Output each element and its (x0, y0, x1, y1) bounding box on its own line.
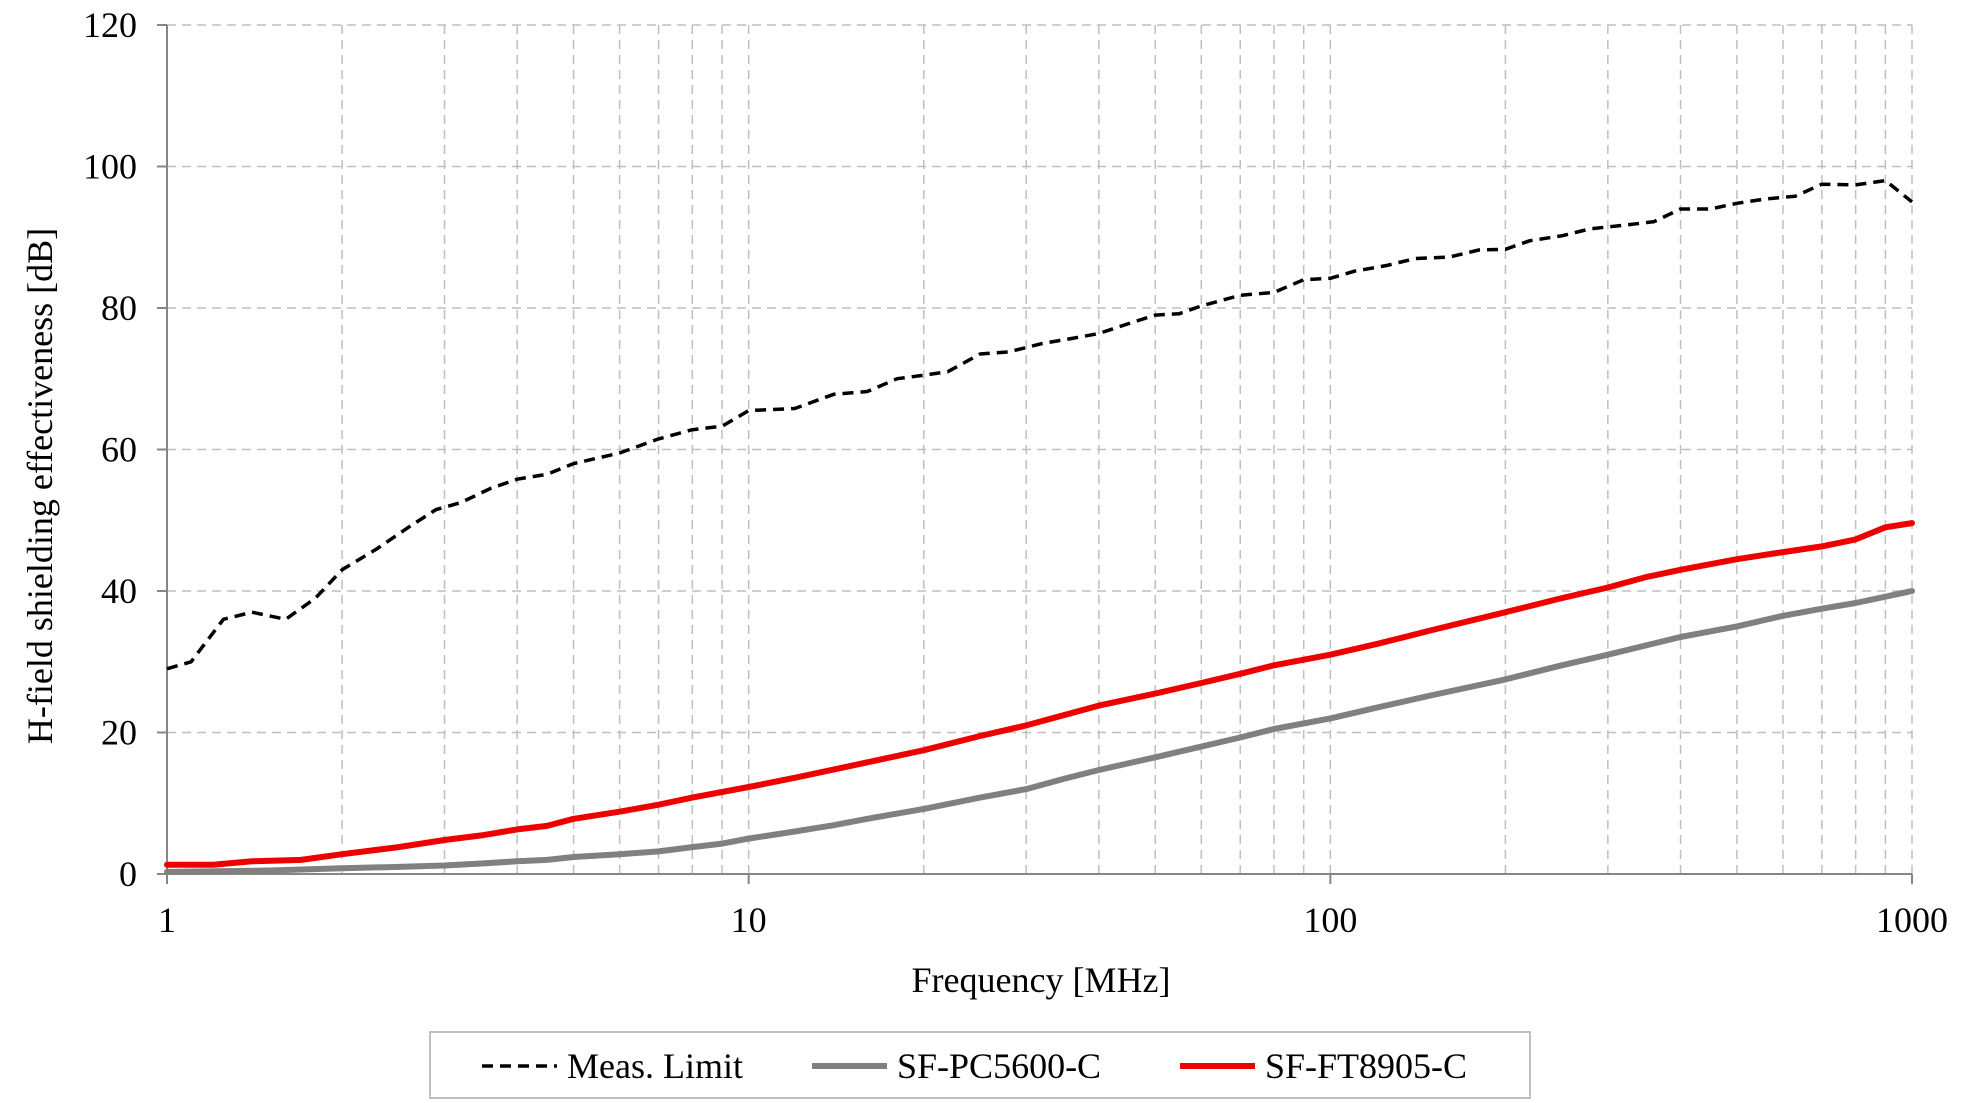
x-tick-label: 1 (158, 900, 176, 940)
x-axis-title: Frequency [MHz] (912, 960, 1171, 1000)
plot-frame (157, 24, 1913, 884)
x-tick-label: 10 (731, 900, 767, 940)
series-line-sf-ft8905-c (164, 520, 1915, 868)
y-tick-label: 40 (101, 571, 137, 611)
legend: Meas. Limit SF-PC5600-C SF-FT8905-C (429, 1031, 1531, 1099)
x-tick-label: 1000 (1876, 900, 1948, 940)
series-lines (164, 178, 1915, 875)
y-tick-label: 100 (83, 147, 137, 187)
y-tick-label: 0 (119, 854, 137, 894)
legend-label-sf-ft8905-c: SF-FT8905-C (1265, 1046, 1467, 1086)
x-tick-label: 100 (1303, 900, 1357, 940)
y-tick-label: 80 (101, 288, 137, 328)
series-line-meas-limit (166, 178, 1914, 671)
x-tick-labels: 1 10 100 1000 (158, 900, 1948, 940)
y-axis-title: H-field shielding effectiveness [dB] (20, 228, 60, 744)
y-tick-label: 120 (83, 5, 137, 45)
legend-box (429, 1031, 1531, 1099)
y-tick-label: 20 (101, 713, 137, 753)
legend-label-sf-pc5600-c: SF-PC5600-C (897, 1046, 1101, 1086)
series-line-sf-pc5600-c (164, 588, 1915, 875)
legend-label-meas-limit: Meas. Limit (567, 1046, 743, 1086)
y-tick-label: 60 (101, 430, 137, 470)
y-tick-labels: 0 20 40 60 80 100 120 (83, 5, 137, 894)
grid-lines (167, 24, 1913, 874)
